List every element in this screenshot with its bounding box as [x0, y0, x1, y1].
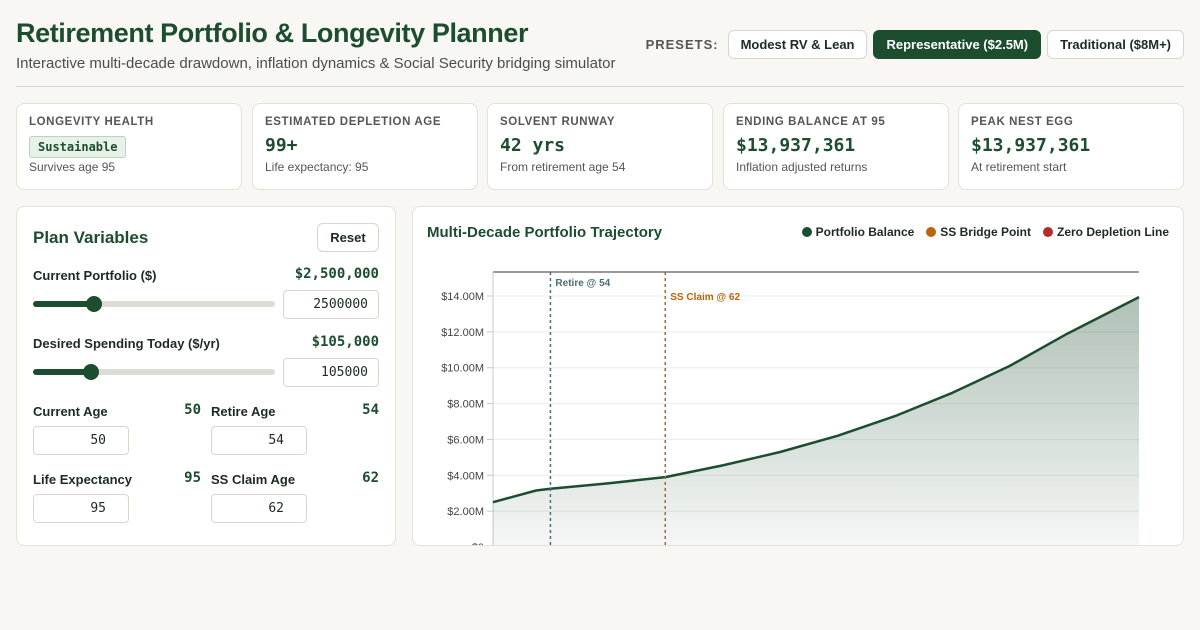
current-age-input[interactable]: [33, 426, 129, 455]
chart-title: Multi-Decade Portfolio Trajectory: [427, 224, 663, 241]
slider-thumb[interactable]: [83, 364, 100, 380]
kpi-sub: Life expectancy: 95: [265, 160, 369, 174]
legend-swatch: [926, 227, 937, 237]
kpi-sub: Survives age 95: [29, 160, 116, 174]
current-age-value: 50: [184, 402, 201, 418]
presets-group: PRESETS: Modest RV & Lean Representative…: [646, 30, 1184, 59]
life-expectancy-label: Life Expectancy: [33, 472, 132, 487]
kpi-solvent-runway: SOLVENT RUNWAY 42 yrs From retirement ag…: [487, 103, 713, 190]
page-subtitle: Interactive multi-decade drawdown, infla…: [16, 55, 616, 72]
preset-traditional-button[interactable]: Traditional ($8M+): [1047, 30, 1184, 59]
y-tick-label: $4.00M: [447, 470, 484, 482]
portfolio-label: Current Portfolio ($): [33, 268, 157, 283]
reset-button[interactable]: Reset: [317, 223, 379, 252]
kpi-peak-nest-egg: PEAK NEST EGG $13,937,361 At retirement …: [958, 103, 1184, 190]
kpi-value: $13,937,361: [971, 135, 1091, 156]
chart-panel: $0 $2.00M $4.00M $6.00M $8.00M $10.00M $12.00M…: [412, 206, 1184, 546]
life-expectancy-value: 95: [184, 470, 201, 486]
spending-variable: Desired Spending Today ($/yr) $105,000: [33, 334, 379, 388]
kpi-value: 42 yrs: [500, 135, 566, 156]
retire-age-value: 54: [362, 402, 379, 418]
kpi-sub: From retirement age 54: [500, 160, 626, 174]
current-age-label: Current Age: [33, 404, 108, 419]
life-expectancy-input[interactable]: [33, 494, 129, 523]
legend-label: SS Bridge Point: [940, 225, 1031, 239]
kpi-label: ESTIMATED DEPLETION AGE: [265, 116, 442, 128]
slider-thumb[interactable]: [85, 296, 102, 312]
kpi-label: ENDING BALANCE AT 95: [736, 116, 886, 128]
y-tick-label: $8.00M: [447, 399, 484, 411]
slider-fill: [33, 369, 92, 375]
legend-zero-depletion[interactable]: Zero Depletion Line: [1042, 225, 1169, 239]
kpi-label: PEAK NEST EGG: [971, 116, 1074, 128]
kpi-value: $13,937,361: [736, 135, 856, 156]
kpi-label: SOLVENT RUNWAY: [500, 116, 616, 128]
portfolio-value: $2,500,000: [294, 266, 379, 282]
slider-fill: [33, 301, 94, 307]
kpi-ending-balance: ENDING BALANCE AT 95 $13,937,361 Inflati…: [723, 103, 949, 190]
portfolio-variable: Current Portfolio ($) $2,500,000: [33, 266, 379, 320]
ss-claim-age-variable: SS Claim Age 62: [211, 470, 379, 528]
chart-legend: Portfolio Balance SS Bridge Point Zero D…: [801, 225, 1169, 239]
legend-swatch: [1042, 227, 1053, 237]
marker-label: SS Claim @ 62: [670, 292, 740, 303]
kpi-sub: Inflation adjusted returns: [736, 160, 868, 174]
spending-slider[interactable]: [33, 364, 275, 380]
kpi-label: LONGEVITY HEALTH: [29, 116, 154, 128]
y-tick-label: $10.00M: [441, 363, 484, 375]
preset-modest-button[interactable]: Modest RV & Lean: [727, 30, 868, 59]
y-tick-label: $0: [472, 542, 484, 546]
y-tick-label: $12.00M: [441, 327, 484, 339]
ss-claim-age-label: SS Claim Age: [211, 472, 296, 487]
portfolio-chart: $0 $2.00M $4.00M $6.00M $8.00M $10.00M $12.00M…: [441, 271, 1140, 546]
y-tick-label: $14.00M: [441, 291, 484, 303]
kpi-sub: At retirement start: [971, 160, 1067, 174]
panel-title: Plan Variables: [33, 228, 149, 247]
status-badge: Sustainable: [29, 136, 127, 158]
kpi-value: 99+: [265, 135, 298, 156]
spending-input[interactable]: [283, 358, 379, 387]
kpi-depletion-age: ESTIMATED DEPLETION AGE 99+ Life expecta…: [252, 103, 478, 190]
page-title: Retirement Portfolio & Longevity Planner: [16, 18, 529, 48]
preset-representative-button[interactable]: Representative ($2.5M): [873, 30, 1042, 59]
legend-label: Zero Depletion Line: [1056, 225, 1169, 239]
y-tick-label: $2.00M: [447, 506, 484, 518]
portfolio-area: [493, 297, 1139, 545]
retire-age-variable: Retire Age 54: [211, 402, 379, 460]
legend-label: Portfolio Balance: [815, 225, 915, 239]
retire-age-label: Retire Age: [211, 404, 276, 419]
spending-value: $105,000: [311, 334, 379, 350]
marker-label: Retire @ 54: [555, 278, 610, 289]
current-age-variable: Current Age 50: [33, 402, 201, 460]
y-tick-label: $6.00M: [447, 434, 484, 446]
kpi-longevity-health: LONGEVITY HEALTH Sustainable Survives ag…: [16, 103, 242, 190]
ss-claim-age-value: 62: [362, 470, 379, 486]
portfolio-slider[interactable]: [33, 296, 275, 312]
life-expectancy-variable: Life Expectancy 95: [33, 470, 201, 528]
spending-label: Desired Spending Today ($/yr): [33, 336, 220, 351]
legend-ss-bridge[interactable]: SS Bridge Point: [926, 225, 1031, 239]
presets-label: PRESETS:: [645, 37, 719, 52]
portfolio-input[interactable]: [283, 290, 379, 319]
ss-claim-age-input[interactable]: [211, 494, 307, 523]
legend-portfolio-balance[interactable]: Portfolio Balance: [801, 225, 915, 239]
plan-variables-panel: Plan Variables Reset Current Portfolio (…: [16, 206, 396, 546]
legend-swatch: [801, 227, 812, 237]
retire-age-input[interactable]: [211, 426, 307, 455]
page-header: Retirement Portfolio & Longevity Planner…: [16, 18, 1184, 87]
